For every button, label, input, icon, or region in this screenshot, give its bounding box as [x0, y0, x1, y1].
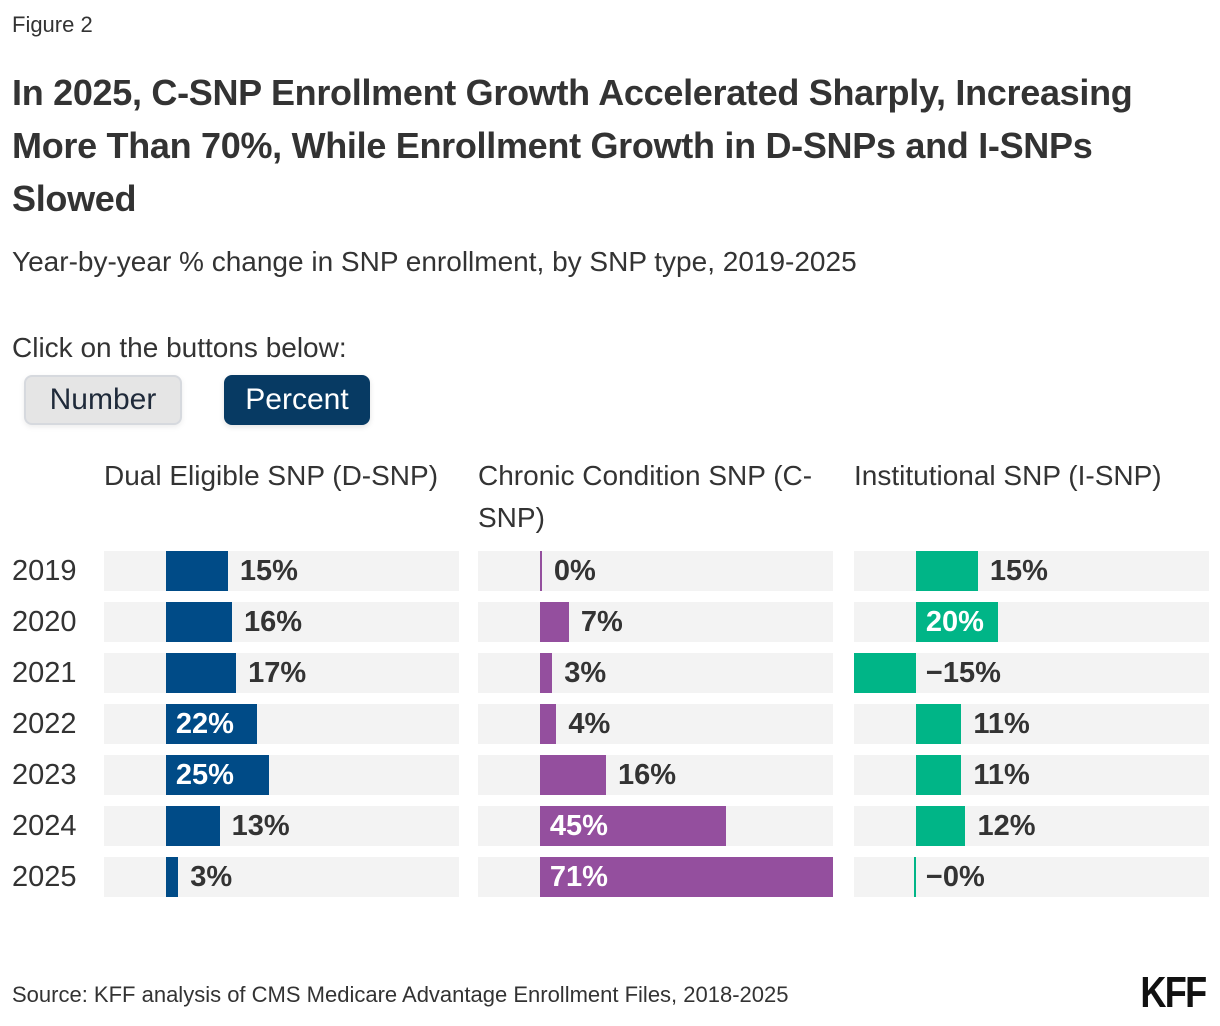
data-label: −15% [925, 657, 1001, 689]
bar-track [478, 551, 833, 591]
bar[interactable] [539, 602, 569, 642]
source-note: Source: KFF analysis of CMS Medicare Adv… [12, 982, 789, 1007]
bar-track [854, 755, 1209, 795]
bar[interactable] [539, 704, 557, 744]
bar-track [854, 704, 1209, 744]
bar-track [478, 602, 833, 642]
data-label: 12% [977, 810, 1036, 842]
bar[interactable] [165, 755, 270, 795]
bar[interactable] [165, 602, 232, 642]
panel-title: Dual Eligible SNP (D-SNP) [104, 460, 439, 491]
data-label: 3% [564, 657, 607, 689]
bar-track [854, 806, 1209, 846]
figure-label: Figure 2 [12, 12, 93, 37]
bar[interactable] [539, 857, 833, 897]
bar[interactable] [539, 551, 542, 591]
bar[interactable] [539, 806, 726, 846]
bar[interactable] [165, 653, 237, 693]
bar-track [104, 857, 459, 897]
bar-track [478, 704, 833, 744]
bar[interactable] [165, 857, 179, 897]
bar[interactable] [915, 704, 962, 744]
data-label: 16% [617, 759, 676, 791]
data-label: 45% [549, 810, 608, 842]
bar-track [478, 653, 833, 693]
instructions-text: Click on the buttons below: [12, 332, 347, 363]
year-label: 2019 [12, 555, 77, 587]
data-label: 7% [580, 606, 623, 638]
kff-logo: KFF [1140, 968, 1208, 1017]
year-label: 2022 [12, 708, 77, 740]
data-label: 11% [973, 759, 1030, 791]
bar-track [104, 653, 459, 693]
bar-track [104, 551, 459, 591]
bar-track [478, 755, 833, 795]
bar-track [104, 704, 459, 744]
chart-title: In 2025, C-SNP Enrollment Growth Acceler… [12, 72, 1133, 219]
year-label: 2023 [12, 759, 77, 791]
data-label: 25% [175, 759, 234, 791]
percent-toggle-button[interactable]: Percent [224, 375, 370, 425]
bar[interactable] [539, 755, 606, 795]
chart-subtitle: Year-by-year % change in SNP enrollment,… [12, 246, 857, 277]
data-label: 15% [989, 555, 1048, 587]
data-label: −0% [925, 861, 985, 893]
bar[interactable] [915, 755, 962, 795]
bar[interactable] [539, 653, 553, 693]
bar-track [104, 755, 459, 795]
data-label: 13% [231, 810, 290, 842]
data-label: 17% [248, 657, 307, 689]
data-label: 4% [568, 708, 611, 740]
data-label: 3% [190, 861, 233, 893]
year-label: 2025 [12, 861, 77, 893]
bar[interactable] [165, 704, 257, 744]
bar-track [854, 602, 1209, 642]
bar[interactable] [915, 551, 978, 591]
bar[interactable] [915, 602, 999, 642]
number-toggle-button[interactable]: Number [24, 375, 182, 425]
data-label: 16% [243, 606, 302, 638]
data-label: 22% [175, 708, 234, 740]
bar-track [854, 551, 1209, 591]
bar[interactable] [854, 653, 916, 693]
panel-title: Institutional SNP (I-SNP) [854, 460, 1162, 491]
bar-track [104, 602, 459, 642]
panel-title: Chronic Condition SNP (C-SNP) [478, 460, 813, 533]
data-label: 0% [553, 555, 596, 587]
bar[interactable] [913, 857, 916, 897]
bar[interactable] [915, 806, 966, 846]
bar[interactable] [165, 551, 228, 591]
data-label: 20% [925, 606, 984, 638]
bar-track [854, 857, 1209, 897]
year-label: 2024 [12, 810, 77, 842]
data-label: 11% [973, 708, 1030, 740]
year-label: 2020 [12, 606, 77, 638]
bar-track [104, 806, 459, 846]
data-label: 15% [239, 555, 298, 587]
data-label: 71% [549, 861, 608, 893]
year-label: 2021 [12, 657, 77, 689]
bar[interactable] [165, 806, 220, 846]
